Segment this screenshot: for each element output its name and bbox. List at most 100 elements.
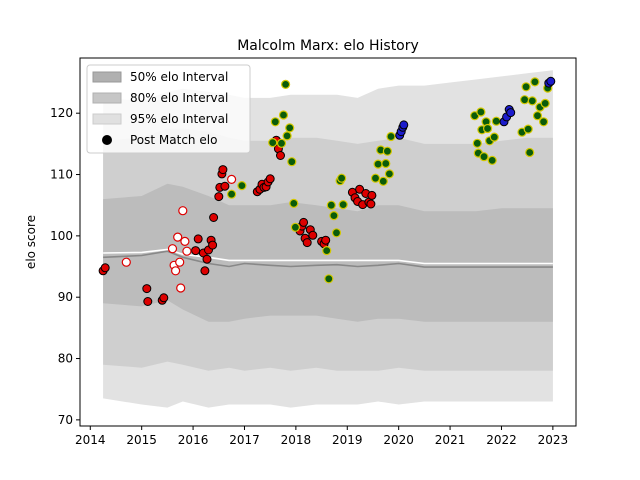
x-tick-label: 2014 [75, 433, 106, 447]
y-tick-label: 80 [58, 352, 73, 366]
x-tick-label: 2016 [178, 433, 209, 447]
x-tick-label: 2021 [435, 433, 466, 447]
data-point [384, 169, 394, 179]
y-tick-label: 70 [58, 413, 73, 427]
data-point [281, 79, 291, 90]
data-point [381, 158, 391, 169]
data-point [191, 246, 201, 256]
data-point [487, 155, 497, 165]
data-point [121, 257, 131, 267]
data-point [367, 190, 377, 200]
data-point [227, 189, 237, 199]
data-point [287, 157, 297, 167]
data-point [308, 230, 318, 240]
x-tick-label: 2018 [281, 433, 312, 447]
data-point [193, 234, 203, 244]
data-point [355, 184, 365, 194]
plot-area [98, 70, 556, 408]
data-point [378, 176, 388, 186]
data-point [176, 283, 186, 293]
data-point [540, 98, 550, 109]
legend-label: 50% elo Interval [130, 70, 228, 84]
data-point [218, 165, 228, 175]
data-point [214, 192, 224, 202]
data-point [472, 138, 482, 148]
data-point [173, 232, 183, 242]
x-tick-label: 2020 [383, 433, 414, 447]
x-tick-label: 2015 [126, 433, 157, 447]
data-point [282, 131, 292, 141]
data-point [167, 244, 178, 254]
data-point [278, 110, 289, 120]
data-point [532, 111, 543, 121]
legend-marker [102, 135, 112, 145]
data-point [324, 274, 334, 284]
data-point [366, 199, 376, 209]
data-point [159, 293, 169, 303]
data-point [519, 95, 530, 105]
legend-swatch [92, 113, 122, 125]
data-point [546, 76, 556, 86]
x-tick-label: 2019 [332, 433, 363, 447]
data-point [479, 152, 489, 162]
data-point [373, 159, 383, 169]
data-point [276, 151, 285, 160]
data-point [329, 211, 339, 221]
plot-content [98, 70, 556, 408]
legend-label: 80% elo Interval [130, 91, 228, 105]
data-point [290, 222, 300, 232]
data-point [202, 254, 212, 264]
data-point [386, 131, 396, 142]
data-point [227, 174, 237, 184]
y-tick-label: 90 [58, 290, 73, 304]
data-point [171, 266, 181, 276]
data-point [483, 123, 493, 134]
median-line [103, 250, 553, 268]
legend-box [86, 64, 251, 154]
data-point [270, 117, 280, 127]
x-tick-label: 2017 [229, 433, 260, 447]
data-point [265, 174, 275, 184]
y-axis-label: elo score [24, 215, 38, 269]
data-point [143, 297, 153, 306]
data-point [299, 217, 309, 227]
data-point [506, 108, 516, 118]
data-point [276, 138, 287, 148]
legend-swatch [92, 71, 122, 83]
data-point [331, 228, 342, 238]
data-point [208, 240, 218, 250]
data-point [180, 236, 190, 246]
axes-frame [79, 57, 577, 427]
axes: 2014 2015 2016 2017 2018 2019 2020 2021 2022 2023… [50, 57, 577, 447]
data-point [527, 96, 537, 106]
data-point [523, 124, 533, 134]
data-point [178, 206, 188, 216]
data-point [182, 246, 192, 256]
data-point [530, 77, 540, 87]
y-tick-label: 100 [50, 229, 73, 243]
y-tick-label: 120 [50, 106, 73, 120]
data-point [337, 173, 347, 183]
data-point [538, 117, 549, 127]
data-point [285, 123, 295, 133]
data-point [321, 235, 331, 245]
data-point [142, 284, 152, 294]
data-point [289, 198, 299, 208]
data-point [521, 82, 531, 92]
data-point [200, 266, 210, 276]
data-point [220, 181, 230, 191]
data-point [237, 181, 247, 191]
data-point [322, 246, 332, 256]
data-point [302, 238, 312, 248]
data-point [489, 132, 499, 142]
legend-swatch [92, 92, 122, 104]
data-point [399, 120, 409, 130]
data-point [326, 200, 336, 210]
data-point [175, 257, 185, 267]
x-tick-label: 2022 [486, 433, 517, 447]
data-point [100, 263, 110, 273]
x-tick-label: 2023 [538, 433, 569, 447]
data-point [382, 146, 392, 156]
data-point [209, 213, 219, 222]
